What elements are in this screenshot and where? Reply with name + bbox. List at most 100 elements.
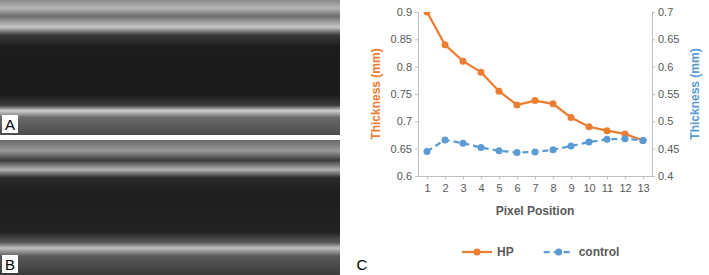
series-marker [568, 114, 575, 121]
tick: 2 [442, 176, 448, 194]
x-axis: 12345678910111213 [419, 176, 653, 194]
y2-axis: 0.4 0.45 0.5 0.55 0.6 0.65 0.7 [652, 6, 679, 182]
series-marker [586, 123, 593, 130]
legend-label: control [579, 245, 620, 259]
tick: 0.4 [652, 170, 673, 182]
tick-mark [643, 176, 644, 179]
panel-label: B [5, 256, 15, 273]
tick-label: 0.85 [391, 33, 412, 45]
tick: 9 [568, 176, 574, 194]
y2-axis-title: Thickness (mm) [688, 48, 702, 139]
tick-label: 0.55 [658, 88, 679, 100]
tick-label: 7 [532, 182, 538, 194]
tick-label: 11 [602, 182, 613, 194]
tick: 5 [496, 176, 502, 194]
series-marker [514, 101, 521, 108]
legend-item: control [544, 245, 620, 259]
legend-marker [555, 249, 562, 256]
panel-label-box [2, 255, 18, 273]
tick-label: 3 [460, 182, 466, 194]
tick: 0.5 [652, 115, 673, 127]
tick: 1 [424, 176, 430, 194]
series-marker [532, 148, 539, 155]
series-marker [478, 144, 485, 151]
tick-mark [652, 149, 655, 150]
ultrasound-image [0, 140, 340, 275]
series-marker [514, 149, 521, 156]
tick: 0.7 [397, 115, 418, 127]
tick-mark [607, 176, 608, 179]
tick-label: 0.45 [658, 143, 679, 155]
tick: 0.8 [397, 61, 418, 73]
tick-label: 0.6 [658, 61, 673, 73]
tick-label: 0.65 [658, 33, 679, 45]
panel-label: A [5, 116, 15, 133]
tick-label: 0.65 [391, 143, 412, 155]
series-marker [550, 100, 557, 107]
tick-label: 9 [568, 182, 574, 194]
series-marker [442, 41, 449, 48]
tick-mark [625, 176, 626, 179]
tick-label: 0.75 [391, 88, 412, 100]
tick: 6 [514, 176, 520, 194]
tick-mark [652, 12, 655, 13]
legend-marker [474, 249, 481, 256]
series-marker [424, 148, 431, 155]
tick: 8 [550, 176, 556, 194]
series-marker [478, 69, 485, 76]
series-marker [442, 136, 449, 143]
tick: 3 [460, 176, 466, 194]
tick: 0.75 [391, 88, 418, 100]
panel-label-box [2, 115, 18, 133]
tick: 0.65 [652, 33, 679, 45]
legend-label: HP [497, 245, 514, 259]
tick: 0.6 [397, 170, 418, 182]
x-axis-title: Pixel Position [496, 204, 575, 218]
tick-mark [415, 12, 418, 13]
legend-item: HP [462, 245, 514, 259]
series-marker [460, 58, 467, 65]
tick: 4 [478, 176, 484, 194]
tick: 0.6 [652, 61, 673, 73]
tick-label: 5 [496, 182, 502, 194]
tick-mark [589, 176, 590, 179]
series-marker [640, 137, 647, 144]
tick-mark [517, 176, 518, 179]
tick-label: 0.5 [658, 115, 673, 127]
series-marker [568, 142, 575, 149]
legend: HP control [462, 245, 619, 259]
tick-mark [481, 176, 482, 179]
tick: 13 [637, 176, 649, 194]
series-marker [550, 146, 557, 153]
panel-label: C [357, 256, 368, 273]
series-marker [604, 127, 611, 134]
figure: ABC123456789101112130.60.650.70.750.80.8… [0, 0, 709, 275]
series-marker [460, 140, 467, 147]
y-axis: 0.6 0.65 0.7 0.75 0.8 0.85 0.9 [391, 6, 419, 182]
tick: 0.55 [652, 88, 679, 100]
series-marker [622, 135, 629, 142]
tick-mark [415, 39, 418, 40]
tick-mark [652, 176, 655, 177]
tick-mark [499, 176, 500, 179]
series-line [427, 12, 643, 140]
tick: 0.7 [652, 6, 673, 18]
tick: 12 [619, 176, 631, 194]
tick-mark [415, 176, 418, 177]
tick: 7 [532, 176, 538, 194]
tick-label: 0.6 [397, 170, 412, 182]
tick-mark [415, 94, 418, 95]
tick: 0.9 [397, 6, 418, 18]
series-marker [496, 88, 503, 95]
tick-mark [652, 121, 655, 122]
tick-mark [535, 176, 536, 179]
axis-line [418, 13, 419, 177]
tick-label: 4 [478, 182, 484, 194]
tick-label: 12 [619, 182, 631, 194]
tick-mark [571, 176, 572, 179]
tick-label: 2 [442, 182, 448, 194]
tick-label: 0.7 [397, 115, 412, 127]
tick-label: 10 [583, 182, 595, 194]
tick-label: 0.7 [658, 6, 673, 18]
series-marker [640, 137, 647, 144]
